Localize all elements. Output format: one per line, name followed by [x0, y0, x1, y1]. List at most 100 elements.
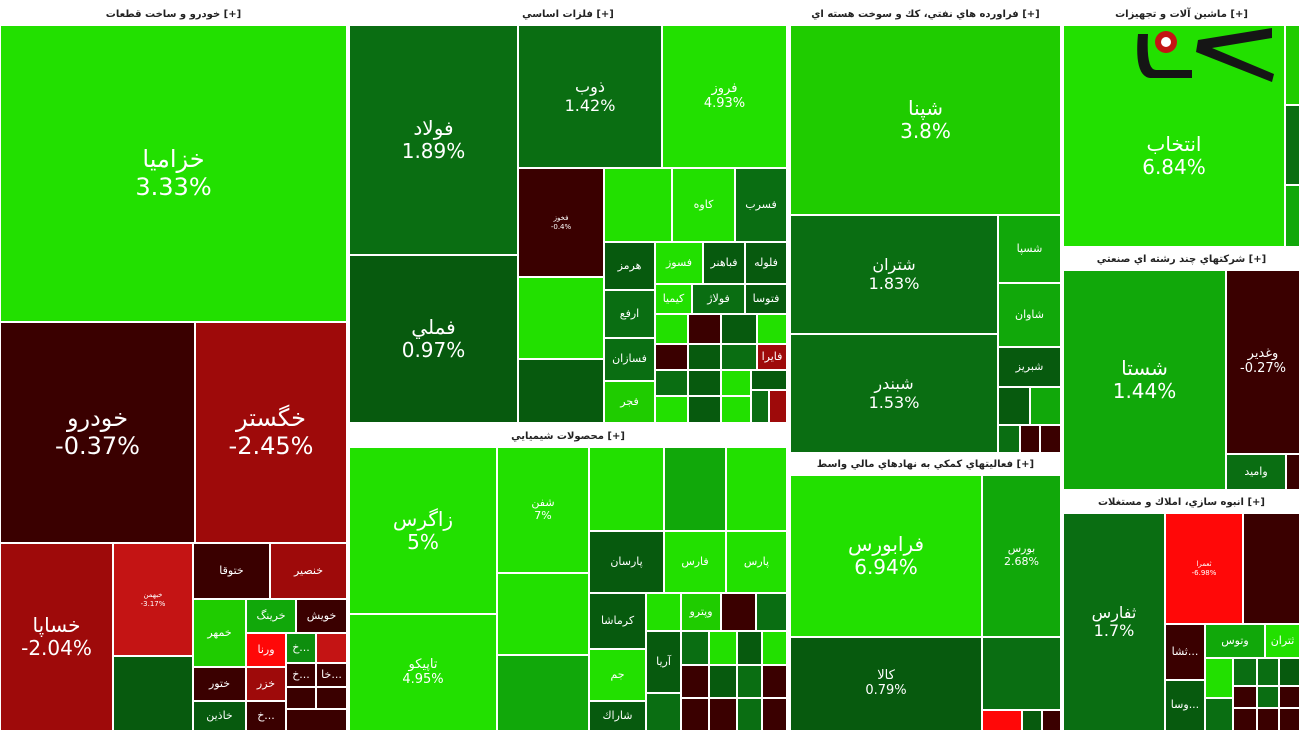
- tile-farabourse[interactable]: فرابورس 6.94%: [790, 475, 982, 637]
- tile-p1[interactable]: [998, 387, 1030, 425]
- tile-khx4[interactable]: [286, 687, 316, 709]
- tile-khx7[interactable]: [286, 709, 347, 731]
- tile-c3[interactable]: [589, 447, 664, 531]
- tile-fkhoz[interactable]: فخوز -0.4%: [518, 168, 604, 277]
- tile-shasta[interactable]: شستا 1.44%: [1063, 270, 1226, 490]
- tile-khvish[interactable]: خويش: [296, 599, 347, 633]
- tile-khmehr[interactable]: خمهر: [193, 599, 246, 667]
- tile-p5[interactable]: [1040, 425, 1061, 453]
- tile-c14[interactable]: [709, 665, 737, 698]
- tile-c21[interactable]: [762, 698, 787, 731]
- tile-pars[interactable]: پارس: [726, 531, 787, 593]
- tile-mach2[interactable]: [1285, 105, 1300, 185]
- tile-thfars[interactable]: ثفارس 1.7%: [1063, 513, 1165, 731]
- tile-m18[interactable]: [751, 390, 769, 423]
- sector-title[interactable]: فراورده هاي نفتي، كك و سوخت هسته اي [+]: [811, 9, 1040, 20]
- tile-r5[interactable]: [1279, 658, 1300, 686]
- tile-vpetro[interactable]: وپترو: [681, 593, 721, 631]
- sector-title[interactable]: ماشين آلات و تجهيزات [+]: [1115, 9, 1248, 20]
- tile-fsooz[interactable]: فسوز: [655, 242, 703, 284]
- sector-title[interactable]: خودرو و ساخت قطعات [+]: [105, 9, 242, 20]
- tile-r3[interactable]: [1233, 658, 1257, 686]
- tile-thsha[interactable]: ثشا...: [1165, 624, 1205, 680]
- tile-mach3[interactable]: [1285, 185, 1300, 247]
- tile-c9[interactable]: [681, 631, 709, 665]
- tile-f3[interactable]: [1022, 710, 1042, 731]
- tile-c12[interactable]: [762, 631, 787, 665]
- tile-khtoga[interactable]: ختوقا: [193, 543, 270, 599]
- tile-c10[interactable]: [709, 631, 737, 665]
- tile-shpna[interactable]: شپنا 3.8%: [790, 25, 1061, 215]
- tile-faira[interactable]: فايرا: [757, 344, 787, 370]
- tile-khgostar[interactable]: خگستر -2.45%: [195, 322, 347, 543]
- tile-khx1[interactable]: خ...: [286, 633, 316, 663]
- tile-c5[interactable]: [726, 447, 787, 531]
- tile-r9[interactable]: [1205, 698, 1233, 731]
- tile-khring[interactable]: خرينگ: [246, 599, 296, 633]
- tile-p3[interactable]: [998, 425, 1020, 453]
- tile-m7[interactable]: [757, 314, 787, 344]
- tile-bourse[interactable]: بورس 2.68%: [982, 475, 1061, 637]
- tile-tapiko[interactable]: تاپيكو 4.95%: [349, 614, 497, 731]
- tile-c7[interactable]: [721, 593, 756, 631]
- tile-khx3[interactable]: خ...: [286, 663, 316, 687]
- tile-fameli[interactable]: فملي 0.97%: [349, 255, 518, 423]
- tile-shbndr[interactable]: شبندر 1.53%: [790, 334, 998, 453]
- tile-shbriz[interactable]: شبريز: [998, 347, 1061, 387]
- tile-r12[interactable]: [1279, 708, 1300, 731]
- tile-m5[interactable]: [688, 314, 721, 344]
- tile-m19[interactable]: [769, 390, 787, 423]
- tile-khtor[interactable]: ختور: [193, 667, 246, 701]
- tile-khzar[interactable]: خزر: [246, 667, 286, 701]
- sector-title[interactable]: انبوه سازي، املاك و مستغلات [+]: [1097, 497, 1266, 508]
- tile-m15[interactable]: [655, 396, 688, 423]
- tile-khsapa[interactable]: خساپا -2.04%: [0, 543, 113, 731]
- tile-foolaj[interactable]: فولاژ: [692, 284, 745, 314]
- tile-c2[interactable]: [497, 655, 589, 731]
- tile-shavan[interactable]: شاوان: [998, 283, 1061, 347]
- tile-hormoz[interactable]: هرمز: [604, 242, 655, 290]
- tile-fasrab[interactable]: فسرب: [735, 168, 787, 242]
- sector-title[interactable]: محصولات شيميايي [+]: [511, 431, 625, 442]
- tile-shtran[interactable]: شتران 1.83%: [790, 215, 998, 334]
- tile-f4[interactable]: [1042, 710, 1061, 731]
- tile-mach1[interactable]: [1285, 25, 1300, 105]
- tile-parsan[interactable]: پارسان: [589, 531, 664, 593]
- tile-f1[interactable]: [982, 637, 1061, 710]
- tile-m14[interactable]: [751, 370, 787, 390]
- tile-small[interactable]: [113, 656, 193, 731]
- tile-vrana[interactable]: ورنا: [246, 633, 286, 667]
- sector-title[interactable]: شركتهاي چند رشته اي صنعتي [+]: [1096, 254, 1267, 265]
- tile-m17[interactable]: [721, 396, 751, 423]
- tile-entekhab[interactable]: انتخاب 6.84%: [1063, 25, 1285, 247]
- tile-faloleh[interactable]: فلوله: [745, 242, 787, 284]
- tile-r6[interactable]: [1233, 686, 1257, 708]
- tile-thtran[interactable]: ثتران: [1265, 624, 1300, 658]
- tile-c18[interactable]: [681, 698, 709, 731]
- tile-c20[interactable]: [737, 698, 762, 731]
- tile-c6[interactable]: [646, 593, 681, 631]
- tile-m9[interactable]: [688, 344, 721, 370]
- tile-kermasha[interactable]: كرماشا: [589, 593, 646, 649]
- tile-vamid[interactable]: واميد: [1226, 454, 1286, 490]
- tile-m6[interactable]: [721, 314, 757, 344]
- tile-vghadir[interactable]: وغدير -0.27%: [1226, 270, 1300, 454]
- tile-kala[interactable]: كالا 0.79%: [790, 637, 982, 731]
- tile-kaveh[interactable]: كاوه: [672, 168, 735, 242]
- tile-c4[interactable]: [664, 447, 726, 531]
- tile-m8[interactable]: [655, 344, 688, 370]
- tile-khazamia[interactable]: خزاميا 3.33%: [0, 25, 347, 322]
- tile-c13[interactable]: [681, 665, 709, 698]
- tile-khodro[interactable]: خودرو -0.37%: [0, 322, 195, 543]
- tile-c17[interactable]: [646, 693, 681, 731]
- tile-f2[interactable]: [982, 710, 1022, 731]
- tile-zob[interactable]: ذوب 1.42%: [518, 25, 662, 168]
- tile-m10[interactable]: [721, 344, 757, 370]
- tile-firooz[interactable]: فروز 4.93%: [662, 25, 787, 168]
- tile-mi1[interactable]: [1286, 454, 1300, 490]
- tile-khx5[interactable]: [316, 687, 347, 709]
- tile-zagros[interactable]: زاگرس 5%: [349, 447, 497, 614]
- tile-kimia[interactable]: كيميا: [655, 284, 692, 314]
- tile-p2[interactable]: [1030, 387, 1061, 425]
- tile-c11[interactable]: [737, 631, 762, 665]
